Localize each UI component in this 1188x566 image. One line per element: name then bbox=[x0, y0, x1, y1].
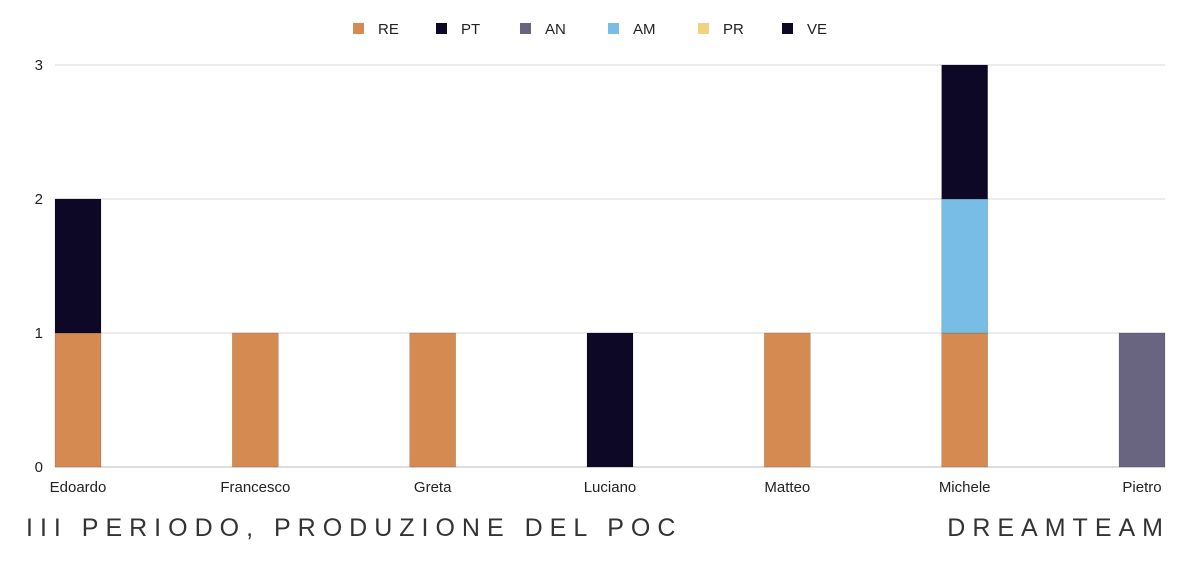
legend-label: PT bbox=[461, 21, 480, 38]
legend-label: AM bbox=[633, 21, 656, 38]
y-axis: 0 1 2 3 bbox=[35, 57, 43, 476]
y-tick-label: 3 bbox=[35, 57, 43, 74]
x-tick-label: Greta bbox=[414, 479, 452, 496]
legend-swatch bbox=[353, 23, 364, 34]
bar-segment-re bbox=[941, 332, 988, 468]
legend-label: PR bbox=[723, 21, 744, 38]
stacked-bar-chart: RE PT AN AM PR VE 0 1 2 3 Edoardo Francesco Greta L… bbox=[35, 21, 1166, 496]
x-tick-label: Michele bbox=[939, 479, 991, 496]
y-tick-label: 0 bbox=[35, 459, 43, 476]
legend: RE PT AN AM PR VE bbox=[353, 21, 827, 38]
bar-segment-re bbox=[409, 332, 456, 468]
legend-label: RE bbox=[378, 21, 399, 38]
legend-swatch bbox=[782, 23, 793, 34]
x-axis: Edoardo Francesco Greta Luciano Matteo Michel… bbox=[50, 479, 1162, 496]
x-tick-label: Pietro bbox=[1122, 479, 1161, 496]
bar-segment-ve bbox=[54, 198, 102, 334]
bar-segment-re bbox=[764, 332, 811, 468]
bar-segment-re bbox=[54, 332, 102, 468]
bar-segment-an bbox=[1118, 332, 1166, 468]
bar-segment-pt bbox=[586, 332, 634, 468]
y-tick-label: 1 bbox=[35, 325, 43, 342]
x-tick-label: Francesco bbox=[220, 479, 290, 496]
legend-label: VE bbox=[807, 21, 827, 38]
legend-swatch bbox=[698, 23, 709, 34]
legend-swatch bbox=[436, 23, 447, 34]
footer-brand: DREAMTEAM bbox=[947, 514, 1170, 542]
bar-segment-re bbox=[232, 332, 279, 468]
y-tick-label: 2 bbox=[35, 191, 43, 208]
x-tick-label: Matteo bbox=[764, 479, 810, 496]
footer-title: III PERIODO, PRODUZIONE DEL POC bbox=[26, 514, 683, 542]
legend-swatch bbox=[520, 23, 531, 34]
bar-segment-am bbox=[941, 198, 988, 334]
bar-segment-ve bbox=[941, 64, 988, 200]
legend-swatch bbox=[608, 23, 619, 34]
bars bbox=[54, 64, 1166, 468]
legend-label: AN bbox=[545, 21, 566, 38]
x-tick-label: Edoardo bbox=[50, 479, 107, 496]
x-tick-label: Luciano bbox=[584, 479, 637, 496]
